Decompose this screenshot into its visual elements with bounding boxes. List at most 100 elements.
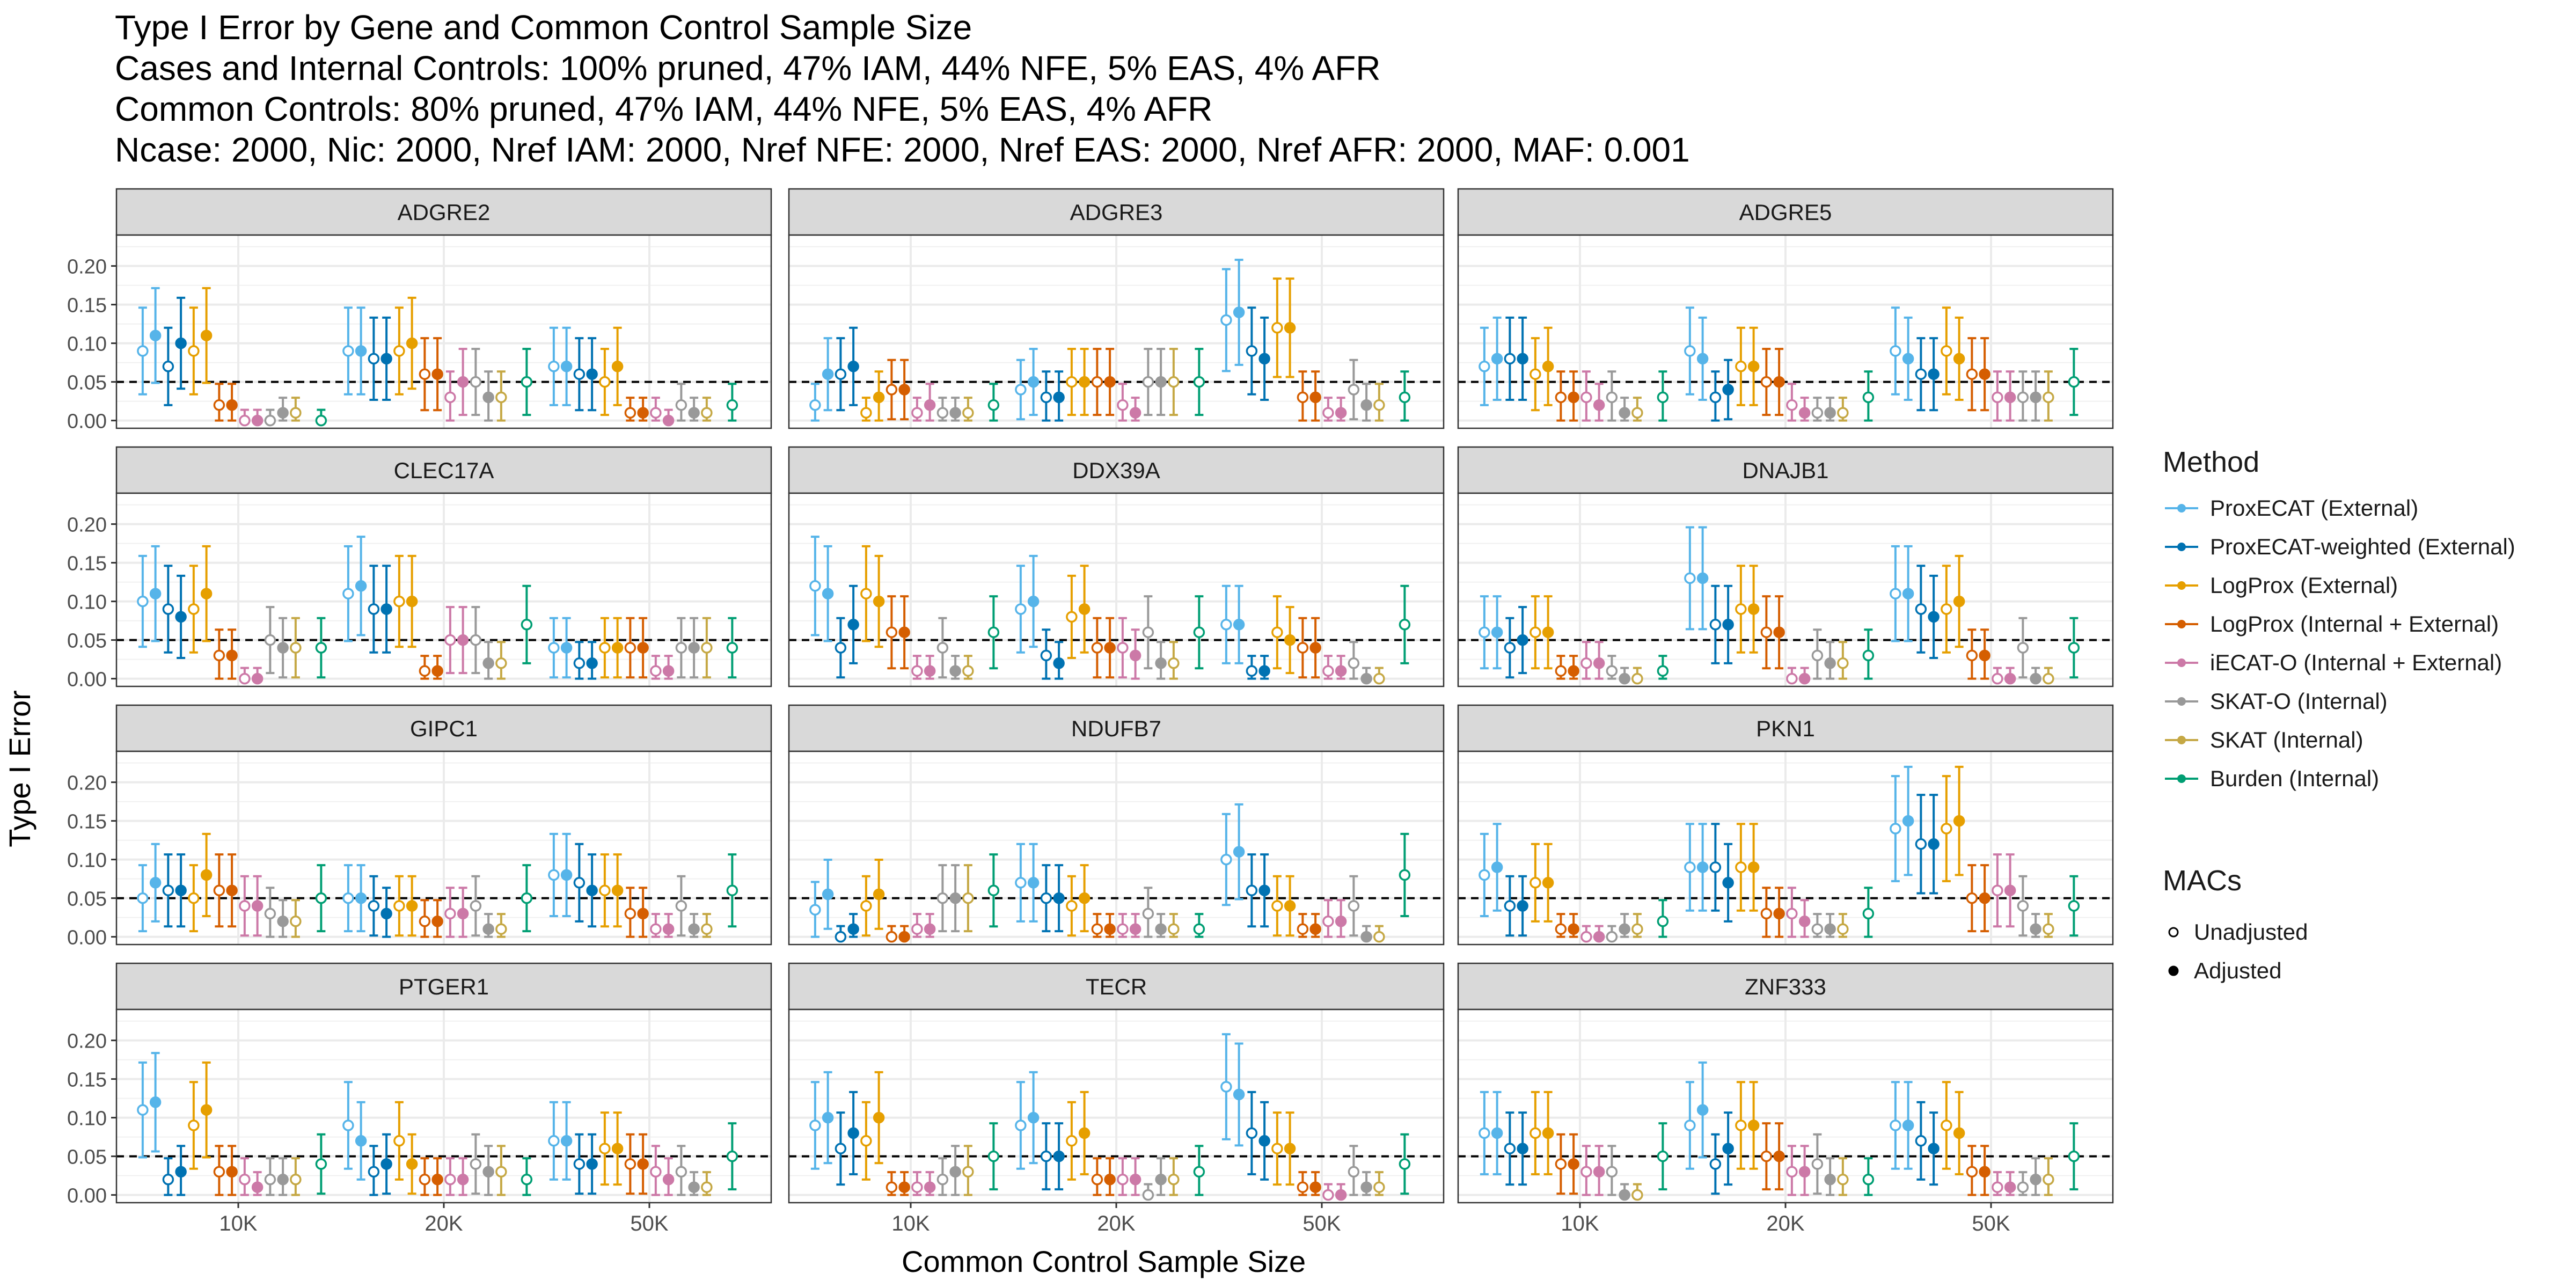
point-adjusted xyxy=(355,892,367,904)
point-adjusted xyxy=(2004,391,2016,404)
point-unadjusted xyxy=(885,1181,898,1193)
y-axis-title: Type I Error xyxy=(2,690,36,847)
point-unadjusted xyxy=(835,1143,847,1154)
point-adjusted xyxy=(1309,923,1321,935)
point-unadjusted xyxy=(1348,900,1360,912)
point-unadjusted xyxy=(936,407,949,419)
point-adjusted xyxy=(1953,353,1965,365)
point-adjusted xyxy=(1619,923,1630,935)
point-adjusted xyxy=(2030,1174,2041,1185)
point-unadjusted xyxy=(1631,672,1643,685)
point-adjusted xyxy=(1773,626,1785,638)
point-unadjusted xyxy=(1479,626,1490,638)
point-unadjusted xyxy=(987,399,1000,411)
point-unadjusted xyxy=(860,1135,872,1147)
point-adjusted xyxy=(1233,306,1245,318)
x-axis-title: Common Control Sample Size xyxy=(902,1245,1306,1278)
point-adjusted xyxy=(1129,649,1141,662)
point-adjusted xyxy=(226,399,238,411)
point-unadjusted xyxy=(1040,1150,1052,1162)
point-adjusted xyxy=(355,1135,367,1147)
y-tick-label: 0.15 xyxy=(67,553,107,575)
x-tick-label: 20K xyxy=(1766,1212,1804,1235)
facet-strip xyxy=(115,704,772,752)
point-adjusted xyxy=(251,900,264,912)
facet-label: DDX39A xyxy=(1072,458,1160,483)
point-adjusted xyxy=(822,368,834,380)
x-tick-label: 10K xyxy=(1561,1212,1599,1235)
point-adjusted xyxy=(277,1174,289,1185)
point-adjusted xyxy=(277,642,289,654)
y-tick-label: 0.10 xyxy=(67,850,107,872)
legend-macs-item: Unadjusted xyxy=(2163,918,2308,945)
legend-method-item: Burden (Internal) xyxy=(2163,764,2379,792)
point-adjusted xyxy=(2030,672,2041,685)
point-unadjusted xyxy=(1015,877,1027,889)
point-adjusted xyxy=(1258,353,1270,365)
point-unadjusted xyxy=(1168,1174,1180,1185)
facet-label: TECR xyxy=(1086,974,1147,999)
point-unadjusted xyxy=(885,384,898,396)
point-unadjusted xyxy=(1862,391,1875,404)
point-adjusted xyxy=(898,1181,910,1193)
point-unadjusted xyxy=(521,892,533,904)
y-tick-label: 0.15 xyxy=(67,1069,107,1092)
panel-border xyxy=(1457,750,2114,946)
panel-border xyxy=(1457,234,2114,429)
point-adjusted xyxy=(1798,916,1811,927)
point-unadjusted xyxy=(1941,823,1952,835)
point-unadjusted xyxy=(1220,853,1232,866)
point-adjusted xyxy=(431,665,443,677)
point-unadjusted xyxy=(470,634,482,646)
point-unadjusted xyxy=(548,361,560,372)
legend-key xyxy=(2165,735,2198,744)
x-tick-label: 50K xyxy=(630,1212,668,1235)
point-unadjusted xyxy=(1555,923,1567,935)
point-unadjusted xyxy=(2068,900,2080,912)
facet-strip xyxy=(788,446,1445,494)
point-unadjusted xyxy=(1479,1127,1490,1139)
point-unadjusted xyxy=(393,900,405,912)
point-adjusted xyxy=(1309,391,1321,404)
point-adjusted xyxy=(560,869,573,881)
point-adjusted xyxy=(431,916,443,927)
point-unadjusted xyxy=(809,580,821,592)
point-unadjusted xyxy=(1479,361,1490,372)
point-adjusted xyxy=(1155,376,1167,388)
point-unadjusted xyxy=(1915,368,1927,380)
point-adjusted xyxy=(847,1127,859,1139)
point-adjusted xyxy=(1360,1181,1372,1193)
point-unadjusted xyxy=(1040,892,1052,904)
point-unadjusted xyxy=(1091,376,1103,388)
point-unadjusted xyxy=(1066,376,1078,388)
point-unadjusted xyxy=(548,642,560,654)
point-adjusted xyxy=(2030,391,2041,404)
point-adjusted xyxy=(1233,1088,1245,1101)
point-unadjusted xyxy=(1915,1135,1927,1147)
point-unadjusted xyxy=(1760,908,1773,920)
legend-method-label: iECAT-O (Internal + External) xyxy=(2210,649,2502,675)
point-adjusted xyxy=(226,649,238,662)
point-unadjusted xyxy=(1811,1158,1824,1170)
x-tick-label: 10K xyxy=(219,1212,257,1235)
point-adjusted xyxy=(457,634,469,646)
point-unadjusted xyxy=(315,642,327,654)
point-adjusted xyxy=(662,923,675,935)
point-unadjusted xyxy=(1529,626,1541,638)
point-adjusted xyxy=(251,414,264,427)
point-unadjusted xyxy=(1193,376,1205,388)
point-adjusted xyxy=(1824,1174,1836,1185)
point-adjusted xyxy=(431,1174,443,1185)
point-adjusted xyxy=(1722,877,1734,889)
point-adjusted xyxy=(924,399,936,411)
point-unadjusted xyxy=(521,619,533,631)
point-unadjusted xyxy=(1193,626,1205,638)
point-unadjusted xyxy=(315,414,327,427)
point-unadjusted xyxy=(1837,923,1849,935)
point-adjusted xyxy=(175,337,187,349)
point-adjusted xyxy=(175,884,187,896)
point-unadjusted xyxy=(1091,1174,1103,1185)
point-adjusted xyxy=(1593,399,1605,411)
point-adjusted xyxy=(586,1158,598,1170)
point-unadjusted xyxy=(987,884,1000,896)
